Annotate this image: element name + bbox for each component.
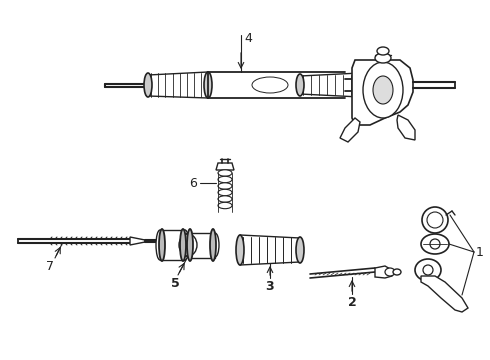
Polygon shape bbox=[130, 237, 145, 245]
Polygon shape bbox=[300, 73, 360, 97]
Text: 5: 5 bbox=[171, 277, 179, 290]
Ellipse shape bbox=[296, 237, 304, 263]
Polygon shape bbox=[160, 230, 185, 260]
Ellipse shape bbox=[144, 73, 152, 97]
Text: 1: 1 bbox=[476, 246, 484, 258]
Ellipse shape bbox=[218, 176, 232, 183]
Polygon shape bbox=[340, 118, 360, 142]
Ellipse shape bbox=[159, 229, 165, 261]
Text: 7: 7 bbox=[46, 260, 54, 273]
Ellipse shape bbox=[156, 230, 164, 260]
Text: 4: 4 bbox=[244, 32, 252, 45]
Polygon shape bbox=[240, 235, 300, 265]
Ellipse shape bbox=[373, 76, 393, 104]
Polygon shape bbox=[188, 233, 215, 258]
Ellipse shape bbox=[218, 170, 232, 176]
Ellipse shape bbox=[421, 234, 449, 254]
Ellipse shape bbox=[363, 62, 403, 118]
Circle shape bbox=[427, 212, 443, 228]
Ellipse shape bbox=[385, 268, 395, 276]
Ellipse shape bbox=[415, 259, 441, 281]
Ellipse shape bbox=[218, 183, 232, 189]
Ellipse shape bbox=[356, 74, 364, 96]
Text: 3: 3 bbox=[266, 280, 274, 293]
Ellipse shape bbox=[393, 269, 401, 275]
Ellipse shape bbox=[179, 234, 197, 256]
Ellipse shape bbox=[252, 77, 288, 93]
Ellipse shape bbox=[236, 235, 244, 265]
Ellipse shape bbox=[211, 233, 219, 257]
Ellipse shape bbox=[296, 74, 304, 96]
Polygon shape bbox=[352, 60, 413, 125]
Ellipse shape bbox=[210, 229, 216, 261]
Ellipse shape bbox=[218, 189, 232, 196]
Text: 2: 2 bbox=[347, 296, 356, 309]
Circle shape bbox=[422, 207, 448, 233]
Polygon shape bbox=[397, 115, 415, 140]
Ellipse shape bbox=[375, 53, 391, 63]
Polygon shape bbox=[375, 266, 392, 278]
Ellipse shape bbox=[181, 230, 189, 260]
Ellipse shape bbox=[204, 72, 212, 98]
Polygon shape bbox=[216, 163, 234, 170]
Polygon shape bbox=[421, 276, 468, 312]
Circle shape bbox=[423, 265, 433, 275]
Ellipse shape bbox=[180, 229, 186, 261]
Text: 6: 6 bbox=[189, 176, 197, 189]
Ellipse shape bbox=[377, 47, 389, 55]
Ellipse shape bbox=[187, 229, 193, 261]
Ellipse shape bbox=[218, 202, 232, 209]
Ellipse shape bbox=[184, 233, 192, 257]
Circle shape bbox=[430, 239, 440, 249]
Ellipse shape bbox=[218, 196, 232, 202]
Polygon shape bbox=[148, 72, 208, 98]
